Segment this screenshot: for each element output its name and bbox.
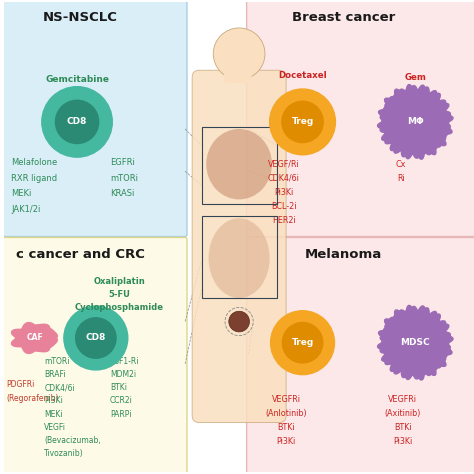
Text: BTKi: BTKi (110, 383, 127, 392)
FancyBboxPatch shape (246, 0, 474, 237)
Text: Cx: Cx (396, 160, 406, 169)
Circle shape (213, 28, 265, 80)
Text: Treg: Treg (292, 338, 314, 347)
Circle shape (42, 87, 112, 157)
Text: CDK4/6i: CDK4/6i (268, 174, 300, 183)
Text: Docetaxel: Docetaxel (278, 71, 327, 80)
Text: Ri: Ri (397, 174, 405, 183)
Text: c cancer and CRC: c cancer and CRC (16, 248, 145, 261)
Circle shape (55, 100, 99, 144)
Text: Oxaliplatin: Oxaliplatin (93, 277, 145, 286)
Text: KRASi: KRASi (110, 189, 134, 198)
Text: Gem: Gem (404, 73, 426, 82)
Text: BCL-2i: BCL-2i (271, 202, 297, 211)
Text: mTORi: mTORi (110, 174, 138, 183)
Text: EGFRi: EGFRi (110, 158, 135, 167)
Text: Breast cancer: Breast cancer (292, 10, 395, 24)
Polygon shape (378, 305, 453, 380)
Text: CSF1-Ri: CSF1-Ri (110, 357, 139, 366)
Text: MDSC: MDSC (401, 338, 430, 347)
FancyBboxPatch shape (246, 237, 474, 474)
Circle shape (76, 318, 116, 358)
Polygon shape (378, 85, 453, 159)
Text: CDK4/6i: CDK4/6i (44, 383, 75, 392)
Text: NS-NSCLC: NS-NSCLC (43, 10, 118, 24)
Text: Melafolone: Melafolone (11, 158, 57, 167)
Ellipse shape (206, 129, 272, 200)
Text: PDGFRi: PDGFRi (7, 381, 35, 390)
Circle shape (270, 89, 336, 155)
Text: (Axitinib): (Axitinib) (384, 409, 421, 418)
Text: RXR ligand: RXR ligand (11, 174, 57, 183)
Text: Pi3Ki: Pi3Ki (44, 396, 63, 405)
Text: BRAFi: BRAFi (44, 370, 66, 379)
Text: BTKi: BTKi (277, 423, 295, 432)
Text: MEKi: MEKi (44, 410, 63, 419)
Circle shape (283, 322, 323, 363)
Text: VEGFRi: VEGFRi (272, 394, 301, 403)
Text: mTORi: mTORi (44, 357, 70, 366)
Text: BTKi: BTKi (394, 423, 411, 432)
Text: 5-FU: 5-FU (109, 290, 130, 299)
Text: MDM2i: MDM2i (110, 370, 136, 379)
Text: MEKi: MEKi (11, 189, 32, 198)
FancyBboxPatch shape (2, 237, 187, 474)
Text: Pi3Ki: Pi3Ki (274, 188, 293, 197)
Text: VEGFi: VEGFi (44, 423, 66, 432)
Text: (Regorafenib): (Regorafenib) (7, 393, 59, 402)
Text: Pi3Ki: Pi3Ki (393, 437, 412, 446)
Text: (Anlotinib): (Anlotinib) (265, 409, 307, 418)
Text: CCR2i: CCR2i (110, 396, 133, 405)
Text: VEGFRi: VEGFRi (388, 394, 417, 403)
Circle shape (282, 101, 323, 143)
Text: Gemcitabine: Gemcitabine (45, 75, 109, 84)
Circle shape (64, 306, 128, 370)
Text: Treg: Treg (292, 118, 314, 127)
Text: CD8: CD8 (67, 118, 87, 127)
Circle shape (271, 311, 335, 374)
Text: VEGF/Ri: VEGF/Ri (268, 160, 300, 169)
Text: HER2i: HER2i (272, 216, 296, 225)
Text: JAK1/2i: JAK1/2i (11, 205, 41, 214)
Ellipse shape (209, 218, 270, 298)
Text: Tivozanib): Tivozanib) (44, 449, 84, 458)
FancyBboxPatch shape (2, 0, 187, 237)
Polygon shape (11, 323, 57, 354)
Text: Pi3Ki: Pi3Ki (276, 437, 296, 446)
Text: Melanoma: Melanoma (305, 248, 382, 261)
Text: Cyclophosphamide: Cyclophosphamide (75, 303, 164, 312)
Circle shape (229, 311, 249, 332)
Text: (Bevacizumab,: (Bevacizumab, (44, 436, 101, 445)
Text: PARPi: PARPi (110, 410, 131, 419)
Text: MΦ: MΦ (407, 118, 424, 127)
FancyBboxPatch shape (192, 70, 286, 422)
Text: CAF: CAF (27, 334, 43, 343)
FancyBboxPatch shape (224, 53, 252, 83)
Text: CD8: CD8 (86, 334, 106, 343)
